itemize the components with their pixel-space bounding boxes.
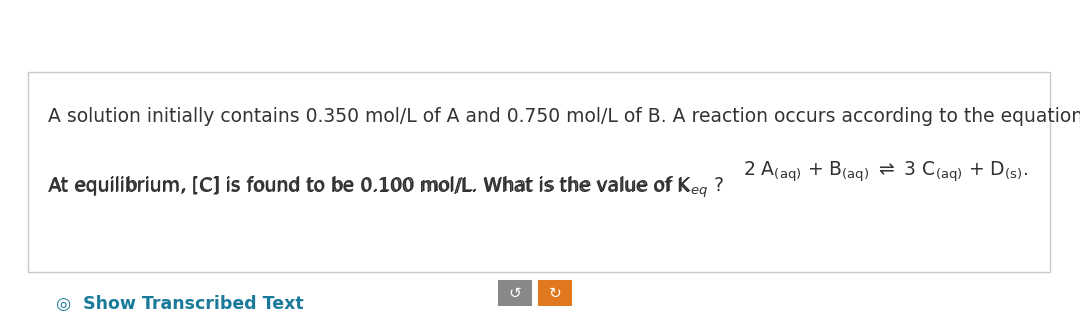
Text: 2 A$_{\mathsf{(aq)}}$ + B$_{\mathsf{(aq)}}$ $\rightleftharpoons$ 3 C$_{\mathsf{(: 2 A$_{\mathsf{(aq)}}$ + B$_{\mathsf{(aq)… — [743, 160, 1028, 184]
FancyBboxPatch shape — [498, 280, 532, 306]
Text: A solution initially contains 0.350 mol/L of A and 0.750 mol/L of B. A reaction : A solution initially contains 0.350 mol/… — [48, 108, 1080, 126]
Text: ↻: ↻ — [549, 285, 562, 300]
Text: At equilibrium, [C] is found to be 0.100 mol/L. What is the value of K: At equilibrium, [C] is found to be 0.100… — [48, 178, 689, 196]
FancyBboxPatch shape — [28, 72, 1050, 272]
Text: At equilibrium, [C] is found to be 0.100 mol/L. What is the value of K$_{eq}$ ?: At equilibrium, [C] is found to be 0.100… — [48, 174, 724, 200]
FancyBboxPatch shape — [538, 280, 572, 306]
Text: ◎  Show Transcribed Text: ◎ Show Transcribed Text — [56, 295, 303, 313]
Text: ↺: ↺ — [509, 285, 522, 300]
